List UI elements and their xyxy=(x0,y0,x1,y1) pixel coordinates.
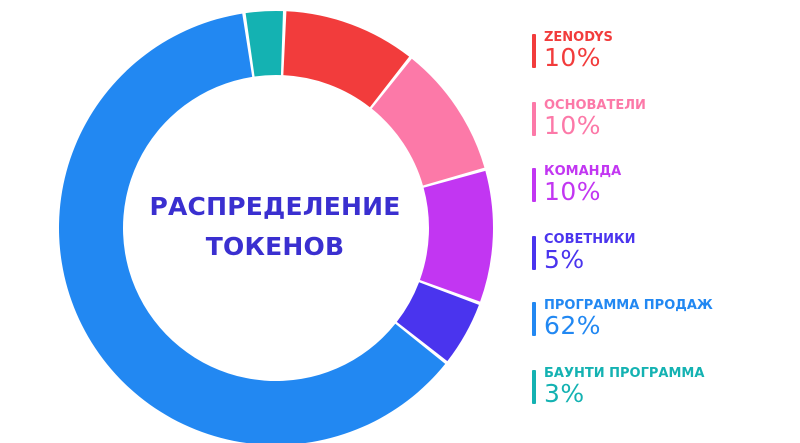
legend-label: ПРОГРАММА ПРОДАЖ xyxy=(544,298,713,313)
legend-label: ZENODYS xyxy=(544,30,613,45)
legend-value: 10% xyxy=(544,177,602,206)
donut-slice-zenodys xyxy=(283,11,410,108)
chart-title-line-2: ТОКЕНОВ xyxy=(205,232,345,261)
donut-slice-команда xyxy=(419,170,494,302)
legend-swatch xyxy=(532,34,536,68)
donut-slice-программа-продаж xyxy=(59,13,446,443)
donut-slice-основатели xyxy=(371,58,485,186)
legend-swatch xyxy=(532,168,536,202)
legend-swatch xyxy=(532,302,536,336)
chart-title: РАСПРЕДЕЛЕНИЕ ТОКЕНОВ xyxy=(130,187,420,267)
legend-value: 62% xyxy=(544,311,602,340)
legend-label: СОВЕТНИКИ xyxy=(544,232,636,247)
legend-label: БАУНТИ ПРОГРАММА xyxy=(544,366,705,381)
legend-swatch xyxy=(532,370,536,404)
donut-chart xyxy=(59,11,494,443)
legend-value: 10% xyxy=(544,43,602,72)
legend-swatch xyxy=(532,236,536,270)
legend-label: КОМАНДА xyxy=(544,164,622,179)
chart-title-line-1: РАСПРЕДЕЛЕНИЕ xyxy=(149,192,401,221)
legend-value: 3% xyxy=(544,379,585,408)
legend-swatch xyxy=(532,102,536,136)
legend-value: 10% xyxy=(544,111,602,140)
legend-value: 5% xyxy=(544,245,585,274)
donut-slice-советники xyxy=(396,282,479,362)
legend-label: ОСНОВАТЕЛИ xyxy=(544,98,646,113)
donut-slice-баунти-программа xyxy=(245,11,284,77)
